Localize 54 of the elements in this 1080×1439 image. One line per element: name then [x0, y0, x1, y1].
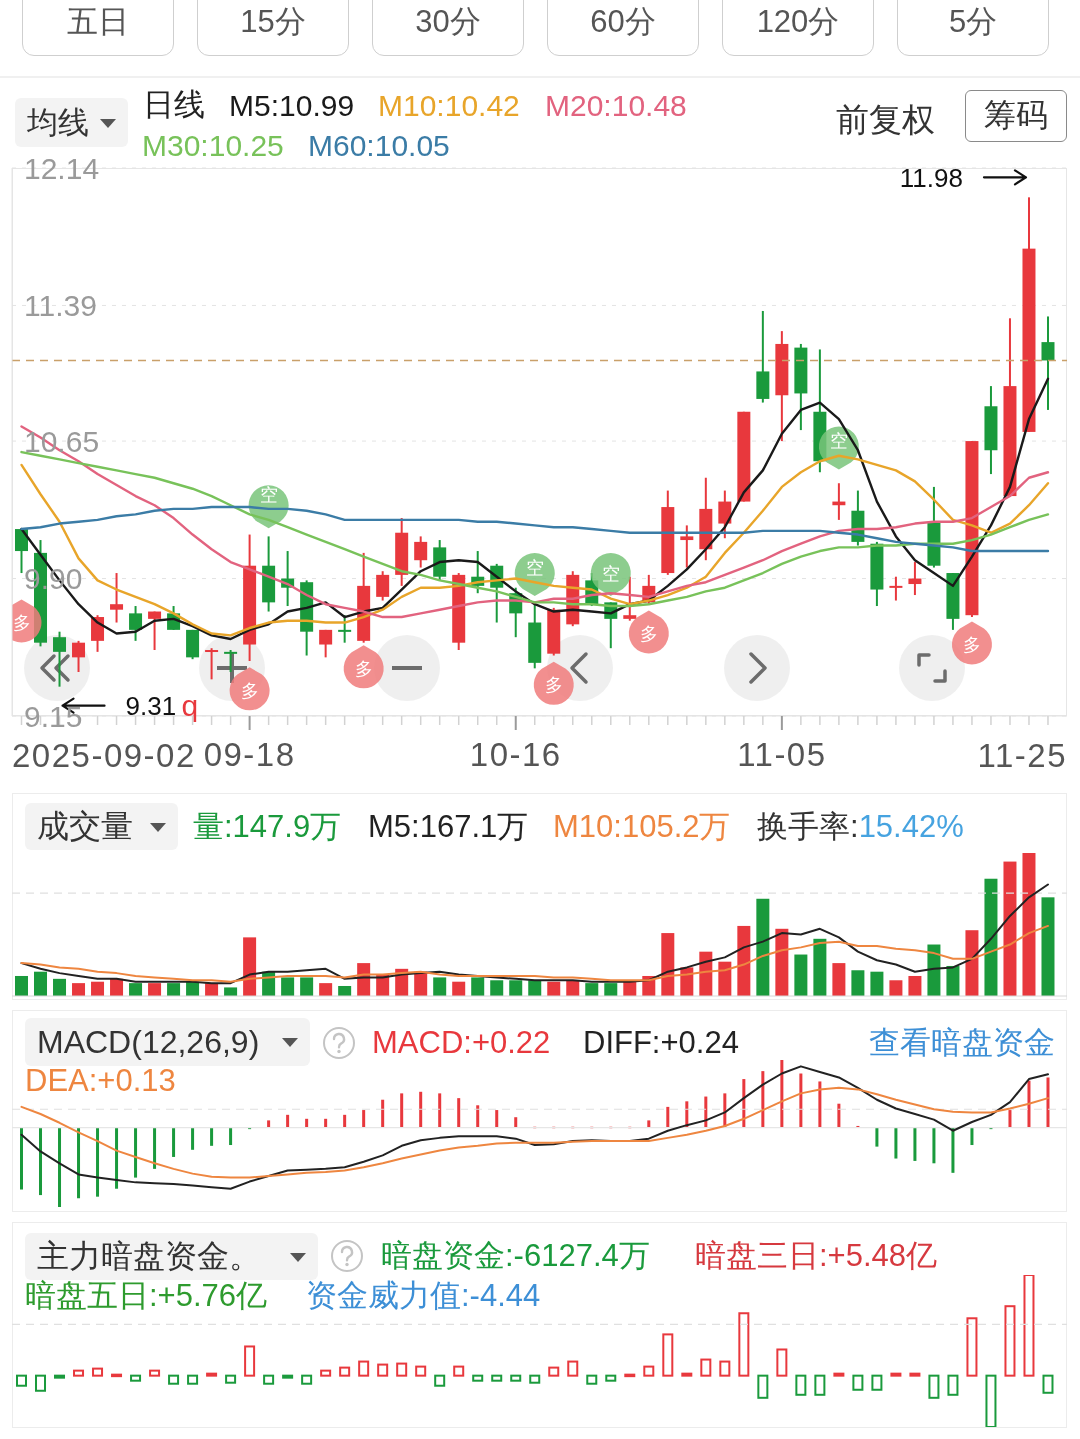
chart-title: 日线: [143, 87, 205, 123]
data-label: 多: [354, 658, 373, 679]
y-tick-label: 9.15: [24, 699, 83, 733]
tab-button: 30分: [372, 0, 524, 56]
series-label: DEA:+0.13: [25, 1063, 176, 1099]
data-label: 空: [259, 484, 278, 505]
annotation: 查看暗盘资金: [869, 1025, 1055, 1061]
annotation: 资金威力值:-4.44: [306, 1278, 541, 1314]
annotation: 9.31: [125, 691, 177, 722]
text: M60:10.05: [308, 127, 450, 163]
data-label: 多: [12, 613, 31, 634]
text: 量:147.9万: [193, 809, 342, 845]
annotation: q: [181, 689, 199, 723]
data-label: 多: [639, 624, 658, 645]
tab-button: 120分: [722, 0, 874, 56]
chart-title: 主力暗盘资金。: [37, 1238, 261, 1274]
button: 筹码: [965, 90, 1067, 142]
chart-title: MACD(12,26,9): [37, 1024, 260, 1060]
text: M5:167.1万: [368, 809, 529, 845]
text: 暗盘三日:+5.48亿: [695, 1238, 938, 1274]
annotation: 暗盘五日:+5.76亿: [25, 1278, 268, 1314]
text: 前复权: [836, 101, 935, 139]
tab-button: 15分: [197, 0, 349, 56]
x-tick-label: 10-16: [469, 736, 562, 774]
tab-button: 五日: [22, 0, 174, 56]
dropdown-button: 主力暗盘资金。: [25, 1233, 318, 1280]
x-tick-label: 09-18: [203, 736, 296, 774]
text: 暗盘资金:-6127.4万: [381, 1238, 650, 1274]
text: 换手率:15.42%: [757, 809, 964, 844]
text: M20:10.48: [545, 87, 687, 123]
chart-title: 成交量: [37, 807, 133, 846]
series-label: MACD:+0.22: [372, 1025, 551, 1061]
x-tick-label: 11-05: [737, 736, 827, 774]
tab-button: 5分: [897, 0, 1049, 56]
data-label: 多: [544, 675, 563, 696]
text: M10:105.2万: [553, 809, 731, 845]
data-label: 空: [525, 557, 544, 578]
text: 2025-09-02: [12, 737, 196, 775]
data-label: 空: [601, 563, 620, 584]
annotation: 11.98: [899, 162, 963, 193]
dropdown-button: 成交量: [25, 803, 178, 850]
text: 11-25: [977, 737, 1067, 775]
data-label: 空: [829, 431, 848, 452]
dropdown-button: 均线: [15, 98, 128, 147]
y-tick-label: 12.14: [24, 151, 100, 185]
data-label: 多: [962, 635, 981, 655]
data-label: 多: [240, 680, 259, 701]
tab-button: 60分: [547, 0, 699, 56]
text: M5:10.99: [229, 87, 355, 123]
text: M30:10.25: [142, 127, 284, 163]
text: M10:10.42: [378, 87, 520, 123]
series-label: DIFF:+0.24: [583, 1025, 739, 1061]
dropdown-button: MACD(12,26,9): [25, 1018, 310, 1066]
y-tick-label: 11.39: [24, 289, 97, 323]
